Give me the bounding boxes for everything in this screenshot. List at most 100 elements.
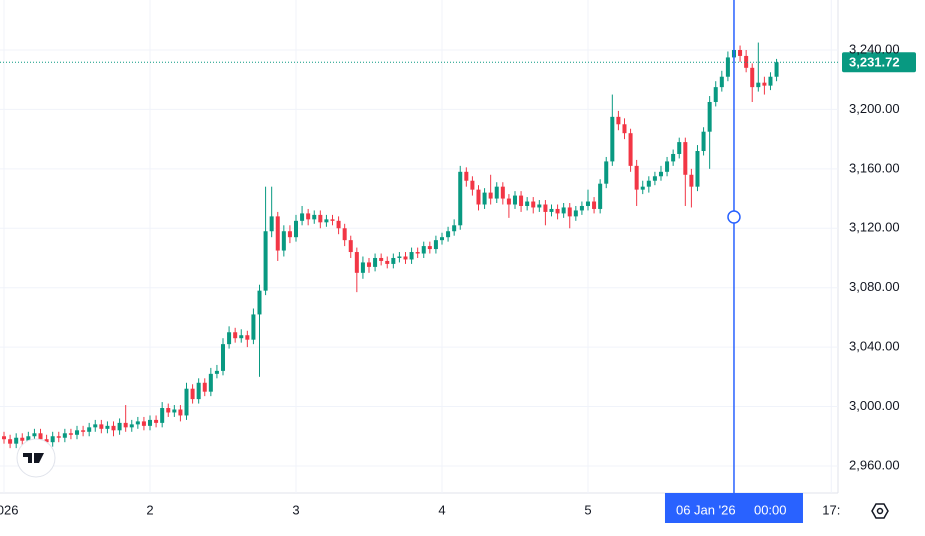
candle-body — [427, 246, 432, 250]
candle-body — [50, 436, 55, 443]
candle-body — [44, 439, 49, 443]
candle-body — [628, 133, 633, 166]
candle-body — [26, 436, 31, 441]
candle-body — [62, 433, 67, 438]
candle-body — [8, 439, 13, 444]
candle-body — [774, 62, 779, 77]
candle-body — [68, 433, 73, 435]
candle-body — [525, 201, 530, 206]
candle-body — [385, 260, 390, 264]
candle-body — [196, 382, 201, 400]
candle-body — [348, 240, 353, 253]
candle-body — [233, 332, 238, 339]
candle-body — [725, 57, 730, 77]
candle-body — [409, 252, 414, 260]
candle-body — [397, 256, 402, 258]
x-tick-label: 17: — [822, 502, 840, 517]
candle-body — [768, 76, 773, 86]
candle-body — [190, 388, 195, 400]
y-tick-label: 3,040.00 — [849, 339, 900, 354]
candle-body — [446, 231, 451, 238]
candle-body — [214, 370, 219, 374]
candle-body — [32, 433, 37, 437]
candle-body — [549, 208, 554, 212]
candle-body — [652, 176, 657, 181]
candle-body — [172, 409, 177, 413]
candle-body — [713, 87, 718, 102]
candle-body — [318, 214, 323, 223]
candle-body — [148, 419, 153, 426]
candle-body — [640, 186, 645, 190]
candle-body — [178, 409, 183, 416]
candle-body — [494, 186, 499, 199]
candle-body — [251, 314, 256, 340]
candle-body — [756, 82, 761, 88]
candle-body — [342, 228, 347, 241]
y-tick-label: 3,080.00 — [849, 279, 900, 294]
candle-body — [604, 161, 609, 184]
candle-body — [744, 55, 749, 68]
candle-body — [573, 210, 578, 217]
candle-body — [482, 192, 487, 205]
x-tick-label: 4 — [438, 502, 445, 517]
candle-body — [695, 151, 700, 187]
candle-body — [202, 382, 207, 392]
candle-body — [300, 213, 305, 221]
candle-body — [20, 437, 25, 441]
candle-body — [738, 49, 743, 56]
candle-body — [543, 204, 548, 212]
candle-body — [592, 201, 597, 209]
candle-body — [275, 216, 280, 251]
candle-body — [610, 116, 615, 162]
candle-body — [87, 427, 92, 432]
candle-body — [391, 257, 396, 264]
candle-body — [531, 201, 536, 208]
candle-body — [433, 240, 438, 250]
y-tick-label: 3,120.00 — [849, 220, 900, 235]
candle-body — [2, 436, 7, 440]
candle-body — [458, 171, 463, 226]
settings-icon-center[interactable] — [876, 507, 884, 515]
candle-body — [220, 344, 226, 371]
settings-icon[interactable] — [871, 503, 889, 519]
x-tick-label: 2 — [146, 502, 153, 517]
candle-body — [245, 335, 250, 340]
candle-body — [379, 257, 384, 261]
settings-button[interactable] — [871, 503, 889, 519]
logo-mark[interactable] — [23, 453, 44, 463]
candle-body — [227, 332, 232, 345]
candle-body — [360, 262, 365, 273]
last-price-box — [842, 52, 916, 73]
candle-body — [93, 424, 98, 428]
candle-body — [312, 214, 317, 220]
candle-body — [293, 220, 299, 238]
grid — [0, 0, 838, 493]
candle-body — [634, 165, 639, 190]
candle-body — [415, 252, 420, 254]
candle-body — [512, 195, 517, 205]
candle-body — [750, 67, 755, 88]
candle-body — [306, 213, 311, 220]
candle-body — [160, 408, 165, 423]
candle-body — [263, 231, 268, 291]
y-tick-label: 3,000.00 — [849, 398, 900, 413]
candle-body — [14, 437, 19, 444]
candle-body — [281, 231, 286, 251]
candle-body — [476, 189, 481, 205]
candle-body — [665, 161, 670, 172]
tv-logo[interactable] — [16, 438, 56, 478]
candle-body — [257, 290, 262, 315]
candle-body — [166, 408, 171, 413]
candle-body — [567, 207, 572, 217]
candle-body — [421, 246, 426, 254]
candle-body — [336, 220, 341, 229]
candle-body — [111, 425, 116, 431]
candle-body — [117, 422, 122, 431]
candle-body — [500, 186, 505, 199]
candle-body — [598, 183, 603, 209]
candle-body — [658, 171, 663, 177]
candle-body — [488, 192, 493, 199]
crosshair-time: 00:00 — [754, 502, 787, 517]
